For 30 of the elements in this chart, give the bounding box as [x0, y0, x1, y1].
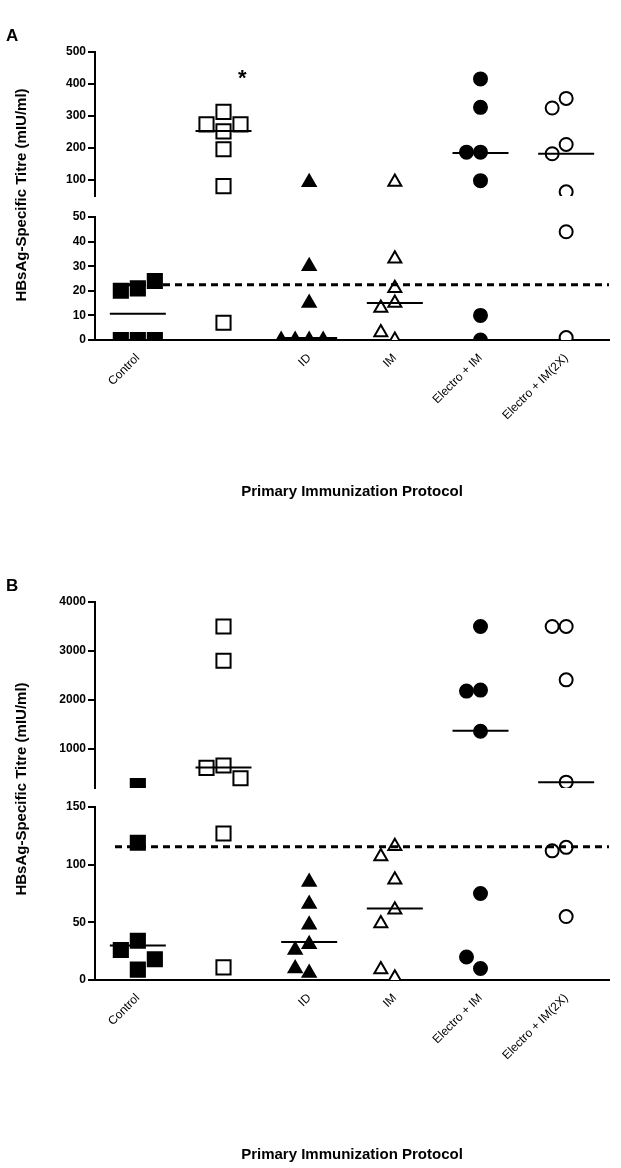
x-axis-title: Primary Immunization Protocol: [241, 1145, 463, 1163]
y-tick-label: 3000: [59, 643, 87, 658]
chart-title: A: [6, 26, 19, 46]
y-tick-label: 300: [65, 108, 87, 123]
chart-title: B: [6, 576, 19, 596]
x-tick-label: ID: [295, 350, 314, 370]
y-tick-label: 1000: [59, 741, 87, 756]
y-tick-label: 50: [72, 209, 87, 224]
y-tick-label: 10: [72, 307, 87, 322]
y-tick-label: 400: [65, 76, 87, 91]
y-axis-title: HBsAg-Specific Titre (mIU/ml): [11, 87, 29, 302]
y-tick-label: 0: [79, 972, 87, 987]
y-tick-label: 2000: [59, 692, 87, 707]
y-tick-label: 500: [65, 44, 87, 59]
y-axis-title: HBsAg-Specific Titre (mIU/ml): [11, 681, 29, 896]
y-tick-label: 100: [65, 172, 87, 187]
y-tick-label: 150: [65, 799, 87, 814]
x-axis-title: Primary Immunization Protocol: [241, 482, 463, 500]
y-tick-label: 100: [65, 856, 87, 871]
x-tick-label: ID: [295, 990, 314, 1010]
y-tick-label: 30: [72, 258, 87, 273]
y-tick-label: 0: [79, 332, 87, 347]
x-tick-label: IM: [379, 990, 400, 1010]
y-tick-label: 200: [65, 140, 87, 155]
y-tick-label: 50: [72, 914, 87, 929]
annotation: *: [238, 65, 247, 91]
y-tick-label: 40: [72, 233, 87, 248]
y-tick-label: 4000: [59, 594, 87, 609]
x-tick-label: IM: [379, 350, 400, 370]
y-tick-label: 20: [72, 283, 87, 298]
